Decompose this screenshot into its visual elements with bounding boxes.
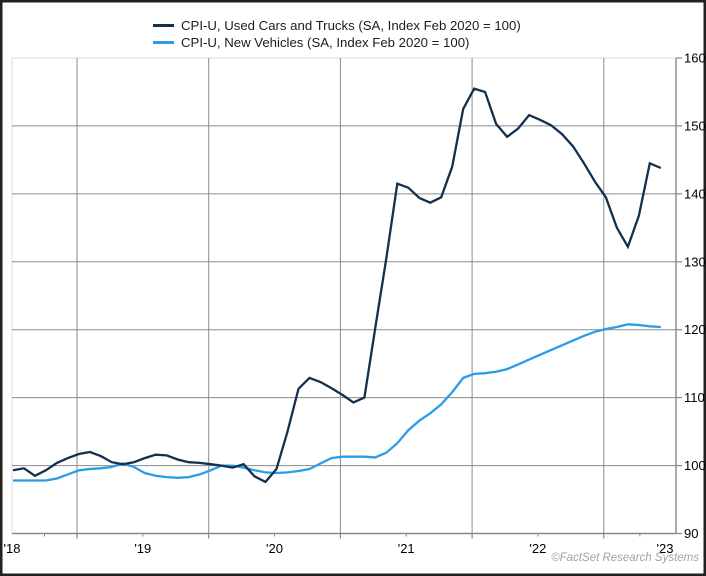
series-lines [12, 87, 662, 484]
legend-item-new-vehicles: CPI-U, New Vehicles (SA, Index Feb 2020 … [153, 34, 521, 50]
y-tick-label: 140 [684, 186, 706, 201]
x-tick-label: '22 [529, 541, 546, 556]
y-axis-labels: 160 150 140 130 120 110 100 90 [684, 51, 706, 542]
legend-label-used-cars: CPI-U, Used Cars and Trucks (SA, Index F… [181, 17, 521, 33]
y-tick-label: 130 [684, 254, 706, 269]
axis-lines [12, 58, 677, 535]
y-tick-label: 110 [684, 390, 705, 405]
attribution-text: ©FactSet Research Systems [551, 552, 699, 564]
y-tick-label: 100 [684, 458, 706, 473]
x-tick-label: '23 [657, 541, 674, 556]
x-tick-label: '19 [134, 541, 151, 556]
x-tick-label: '21 [398, 541, 415, 556]
y-tick-label: 150 [684, 118, 706, 133]
legend-label-new-vehicles: CPI-U, New Vehicles (SA, Index Feb 2020 … [181, 34, 470, 50]
gridlines [12, 58, 676, 534]
legend-item-used-cars: CPI-U, Used Cars and Trucks (SA, Index F… [153, 17, 521, 33]
y-tick-label: 120 [684, 322, 706, 337]
legend-swatch-used-cars [153, 23, 174, 27]
x-tick-label: '20 [266, 541, 283, 556]
x-tick-label: '18 [4, 541, 21, 556]
x-axis-labels: '18 '19 '20 '21 '22 '23 [4, 541, 674, 556]
y-tick-label: 90 [684, 526, 698, 541]
y-tick-label: 160 [684, 51, 706, 66]
plot-border-light [11, 57, 676, 534]
legend: CPI-U, Used Cars and Trucks (SA, Index F… [153, 17, 521, 50]
new-vehicles-line [13, 323, 661, 482]
axis-ticks [44, 57, 682, 539]
legend-swatch-new-vehicles [153, 40, 174, 44]
used-cars-line [12, 87, 662, 484]
